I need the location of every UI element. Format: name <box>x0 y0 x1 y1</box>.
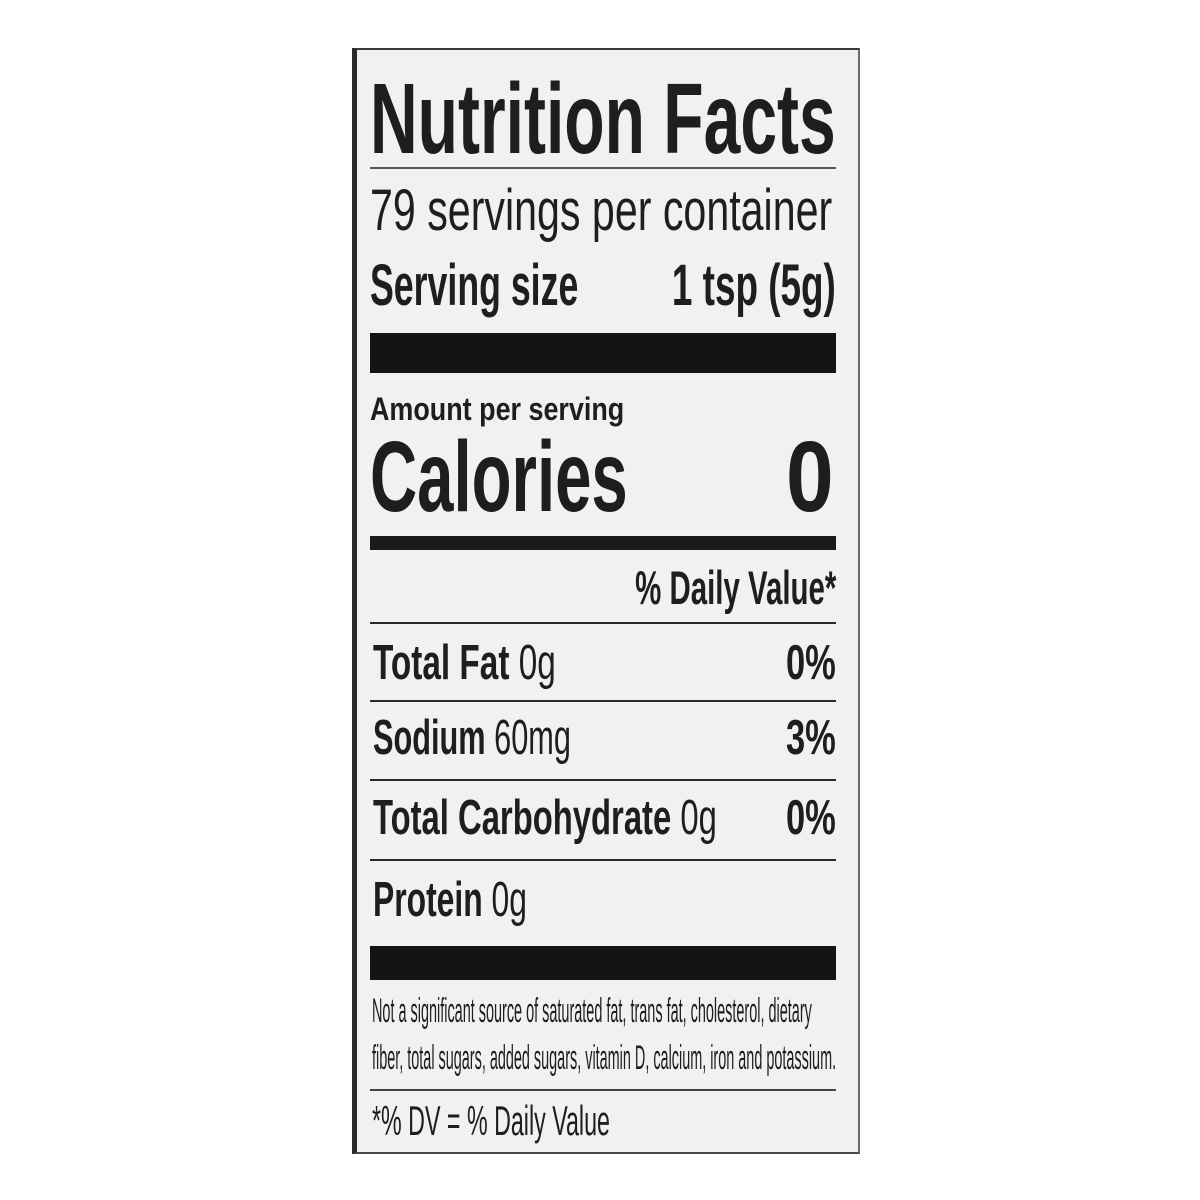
nutrient-amount: 0g <box>518 636 556 690</box>
nutrient-dv: 3% <box>786 711 836 765</box>
nutrient-protein: Protein 0g <box>373 876 527 925</box>
serving-size-value: 1 tsp (5g) <box>672 253 836 318</box>
footnote-line-2: fiber, total sugars, added sugars, vitam… <box>372 1039 837 1077</box>
thick-divider <box>370 536 836 550</box>
thick-bar <box>370 946 836 980</box>
nutrient-sodium: Sodium 60mg <box>373 714 571 763</box>
nutrient-name: Protein <box>373 873 483 927</box>
serving-size-label: Serving size <box>370 253 579 318</box>
thick-bar <box>370 333 836 373</box>
daily-value-header: % Daily Value* <box>634 561 836 614</box>
calories-value: 0 <box>786 421 834 533</box>
label-title: Nutrition Facts <box>370 63 836 175</box>
nutrient-total-carbohydrate: Total Carbohydrate 0g <box>373 794 717 843</box>
divider <box>370 622 836 624</box>
amount-per-serving: Amount per serving <box>370 391 625 427</box>
nutrient-dv: 0% <box>786 636 836 690</box>
servings-per-container: 79 servings per container <box>370 178 833 243</box>
nutrient-dv: 0% <box>786 791 836 845</box>
nutrient-amount: 60mg <box>494 711 571 765</box>
nutrient-name: Total Fat <box>373 636 510 690</box>
dv-note: *% DV = % Daily Value <box>372 1097 610 1144</box>
footnote-line-1: Not a significant source of saturated fa… <box>372 992 812 1030</box>
divider <box>370 779 836 781</box>
divider <box>370 167 836 169</box>
nutrient-name: Total Carbohydrate <box>373 791 672 845</box>
divider <box>370 700 836 702</box>
nutrient-amount: 0g <box>680 791 717 845</box>
calories-label: Calories <box>370 421 628 533</box>
divider <box>370 859 836 861</box>
nutrient-name: Sodium <box>373 711 486 765</box>
divider <box>370 1089 836 1091</box>
nutrient-amount: 0g <box>491 873 527 927</box>
nutrient-total-fat: Total Fat 0g <box>373 639 556 688</box>
